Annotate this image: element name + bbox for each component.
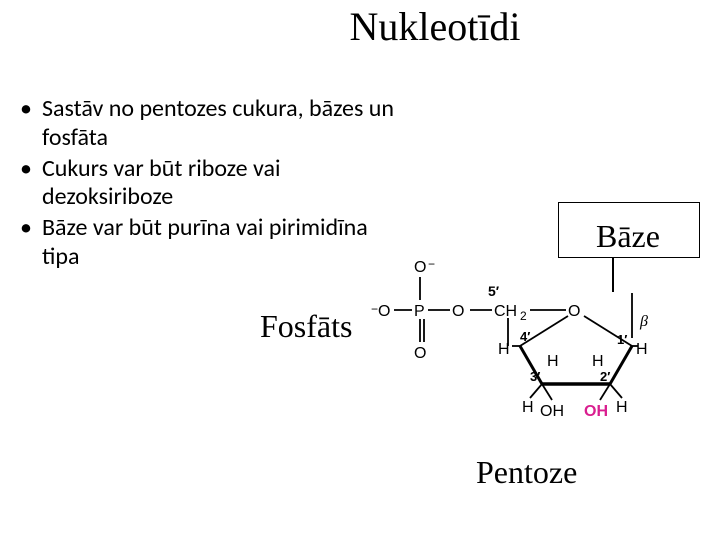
svg-text:O: O [414,345,426,362]
svg-text:H: H [498,341,510,358]
svg-text:OH: OH [540,403,564,420]
svg-text:1′: 1′ [617,332,627,347]
svg-text:β: β [639,313,648,330]
svg-text:3′: 3′ [530,369,540,384]
svg-text:H: H [547,353,559,370]
svg-text:O: O [568,303,580,320]
svg-text:H: H [592,353,604,370]
svg-text:CH: CH [494,303,517,320]
bullet-marker: • [14,214,42,243]
svg-text:4′: 4′ [520,329,530,344]
nucleotide-diagram: O − − O P O O 5′ CH 2 O [370,258,700,448]
bullet-item: • Bāze var būt purīna vai pirimidīna tip… [14,214,394,272]
svg-text:2: 2 [520,309,527,323]
bullet-text: Cukurs var būt riboze vai dezoksiriboze [42,155,394,213]
bullet-text: Bāze var būt purīna vai pirimidīna tipa [42,214,394,272]
bullet-marker: • [14,155,42,184]
bullet-list: • Sastāv no pentozes cukura, bāzes un fo… [14,95,394,274]
label-pentoze: Pentoze [476,454,577,491]
bullet-text: Sastāv no pentozes cukura, bāzes un fosf… [42,95,394,153]
svg-text:5′: 5′ [488,283,500,299]
page-title: Nukleotīdi [0,0,720,50]
svg-text:P: P [414,303,425,320]
label-fosfats: Fosfāts [260,308,352,345]
svg-text:−: − [428,258,435,271]
svg-text:H: H [636,341,648,358]
svg-text:OH: OH [584,403,608,420]
svg-text:2′: 2′ [600,369,610,384]
svg-text:O: O [452,303,464,320]
svg-text:O: O [378,303,390,320]
svg-text:H: H [522,399,534,416]
label-baze: Bāze [596,218,660,255]
bullet-item: • Sastāv no pentozes cukura, bāzes un fo… [14,95,394,153]
svg-text:H: H [616,399,628,416]
bullet-marker: • [14,95,42,124]
bullet-item: • Cukurs var būt riboze vai dezoksiriboz… [14,155,394,213]
svg-text:−: − [371,302,378,316]
svg-text:O: O [414,259,426,276]
